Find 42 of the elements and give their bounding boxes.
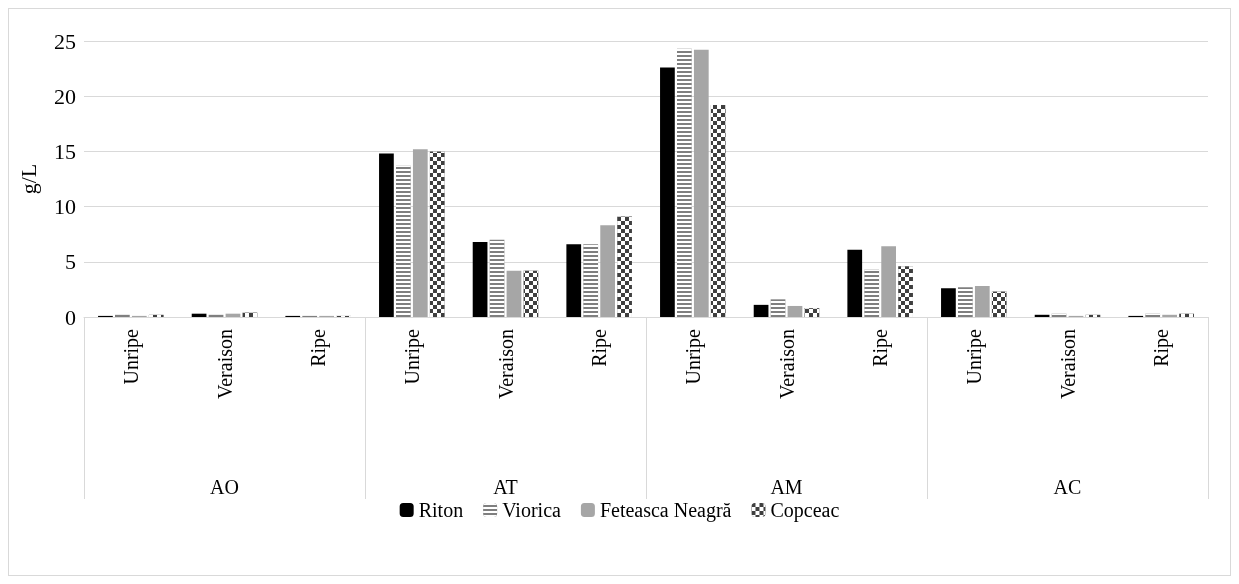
bar [847, 249, 863, 317]
text: AT [493, 476, 518, 498]
legend-label: Viorica [502, 499, 562, 521]
bar [600, 225, 616, 317]
bar [941, 288, 956, 317]
bar [506, 270, 522, 317]
bar [787, 305, 803, 317]
bar [693, 49, 709, 317]
x-tick-label: Veraison [494, 329, 517, 399]
legend-label: Feteasca Neagră [599, 499, 732, 522]
bar [412, 149, 428, 317]
bar [472, 241, 488, 317]
x-tick-label: Unripe [681, 328, 705, 385]
x-tick-label: Unripe [400, 328, 424, 385]
y-tick-label: 20 [54, 83, 76, 109]
y-axis-title: g/L [15, 163, 41, 195]
x-tick-label: Veraison [1056, 329, 1079, 399]
bar [753, 304, 769, 317]
y-tick-label: 15 [54, 138, 76, 164]
x-tick-label: Veraison [213, 329, 236, 399]
legend-label: Copceac [770, 499, 840, 522]
y-tick-label: 10 [54, 194, 76, 220]
x-tick-label: Unripe [119, 328, 143, 385]
y-tick-label: 5 [65, 249, 76, 275]
bar [881, 246, 897, 317]
bar [660, 67, 675, 317]
bar [974, 286, 990, 317]
x-tick-label: Veraison [775, 329, 798, 399]
bar [1162, 314, 1178, 317]
bar [379, 153, 394, 317]
text: AM [770, 476, 803, 498]
x-tick-label: Ripe [869, 328, 893, 367]
bar [566, 244, 582, 317]
text: AO [210, 476, 239, 498]
x-tick-label: Ripe [307, 328, 331, 367]
x-tick-label: Ripe [588, 328, 612, 367]
text: AC [1053, 476, 1082, 498]
y-tick-label: 0 [65, 304, 76, 330]
legend-label: Riton [418, 499, 464, 521]
x-tick-label: Unripe [962, 328, 986, 385]
x-tick-label: Ripe [1150, 328, 1174, 367]
y-tick-label: 25 [54, 28, 76, 54]
